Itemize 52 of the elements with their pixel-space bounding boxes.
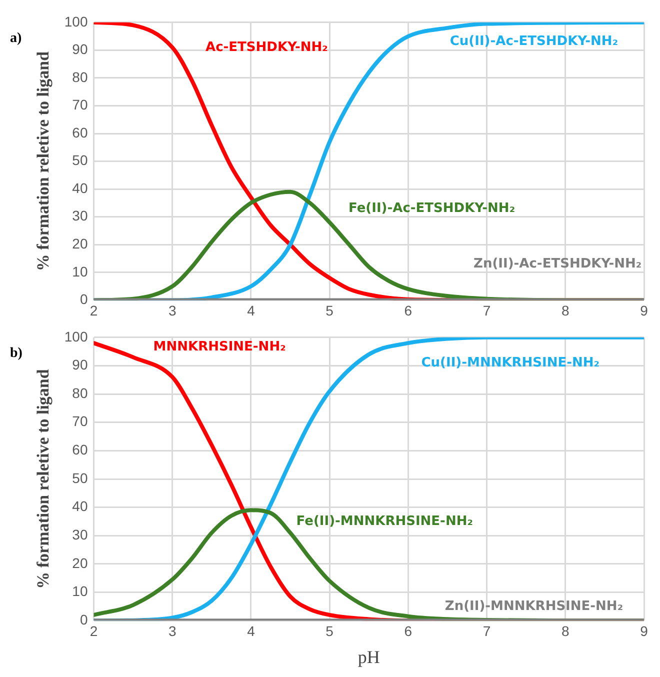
x-tick-label: 4 xyxy=(247,622,256,639)
series-label: Cu(II)-MNNKRHSINE-NH₂ xyxy=(421,355,600,370)
series-label: Fe(II)-Ac-ETSHDKY-NH₂ xyxy=(348,200,516,216)
y-tick-label: 80 xyxy=(72,68,88,85)
x-tick-label: 2 xyxy=(90,302,98,318)
x-tick-label: 6 xyxy=(404,622,412,639)
x-tick-label: 3 xyxy=(168,622,176,639)
x-tick-label: 3 xyxy=(168,302,176,318)
series-label: Cu(II)-Ac-ETSHDKY-NH₂ xyxy=(450,34,618,50)
x-tick-label: 8 xyxy=(561,622,570,639)
y-tick-label: 0 xyxy=(80,291,88,308)
y-tick-label: 40 xyxy=(72,498,88,514)
x-tick-label: 5 xyxy=(326,622,334,639)
y-tick-label: 50 xyxy=(72,152,88,168)
y-tick-label: 20 xyxy=(72,554,88,571)
text: a) xyxy=(10,31,22,46)
x-tick-label: 7 xyxy=(482,302,491,318)
y-axis-title: % formation reletive to ligand xyxy=(34,50,53,272)
series-label: Zn(II)-MNNKRHSINE-NH₂ xyxy=(444,598,624,614)
y-tick-label: 0 xyxy=(80,611,88,628)
y-tick-label: 50 xyxy=(72,470,88,486)
series-label: Fe(II)-MNNKRHSINE-NH₂ xyxy=(296,514,473,529)
y-tick-label: 60 xyxy=(72,442,88,458)
x-tick-label: 9 xyxy=(640,622,648,639)
text: b) xyxy=(10,346,23,362)
y-tick-label: 90 xyxy=(72,356,88,373)
y-tick-label: 100 xyxy=(64,13,88,30)
y-axis-title: % formation reletive to ligand xyxy=(34,368,53,589)
y-tick-label: 30 xyxy=(72,526,88,542)
series-label: MNNKRHSINE-NH₂ xyxy=(153,340,286,355)
y-tick-label: 10 xyxy=(72,583,88,600)
y-tick-label: 10 xyxy=(72,263,88,280)
line-series xyxy=(94,22,644,300)
y-tick-label: 40 xyxy=(72,180,88,196)
y-tick-label: 20 xyxy=(72,236,88,252)
y-tick-label: 90 xyxy=(72,41,88,58)
x-tick-label: 9 xyxy=(640,302,648,318)
series-label: Ac-ETSHDKY-NH₂ xyxy=(206,40,328,55)
y-tick-label: 100 xyxy=(64,328,88,344)
y-tick-label: 70 xyxy=(72,96,88,113)
text: Zn(II)-Ac-ETSHDKY-NH₂ xyxy=(474,256,642,272)
x-tick-label: 2 xyxy=(90,622,98,639)
x-tick-label: 5 xyxy=(326,302,334,318)
y-tick-label: 60 xyxy=(72,124,88,140)
x-tick-label: 8 xyxy=(561,302,570,318)
y-tick-label: 70 xyxy=(72,413,88,430)
x-axis-title: pH xyxy=(358,646,380,667)
x-tick-label: 7 xyxy=(482,622,491,639)
y-tick-label: 80 xyxy=(72,384,88,401)
x-tick-label: 6 xyxy=(404,302,412,318)
x-tick-label: 4 xyxy=(247,302,256,318)
y-tick-label: 30 xyxy=(72,208,88,224)
